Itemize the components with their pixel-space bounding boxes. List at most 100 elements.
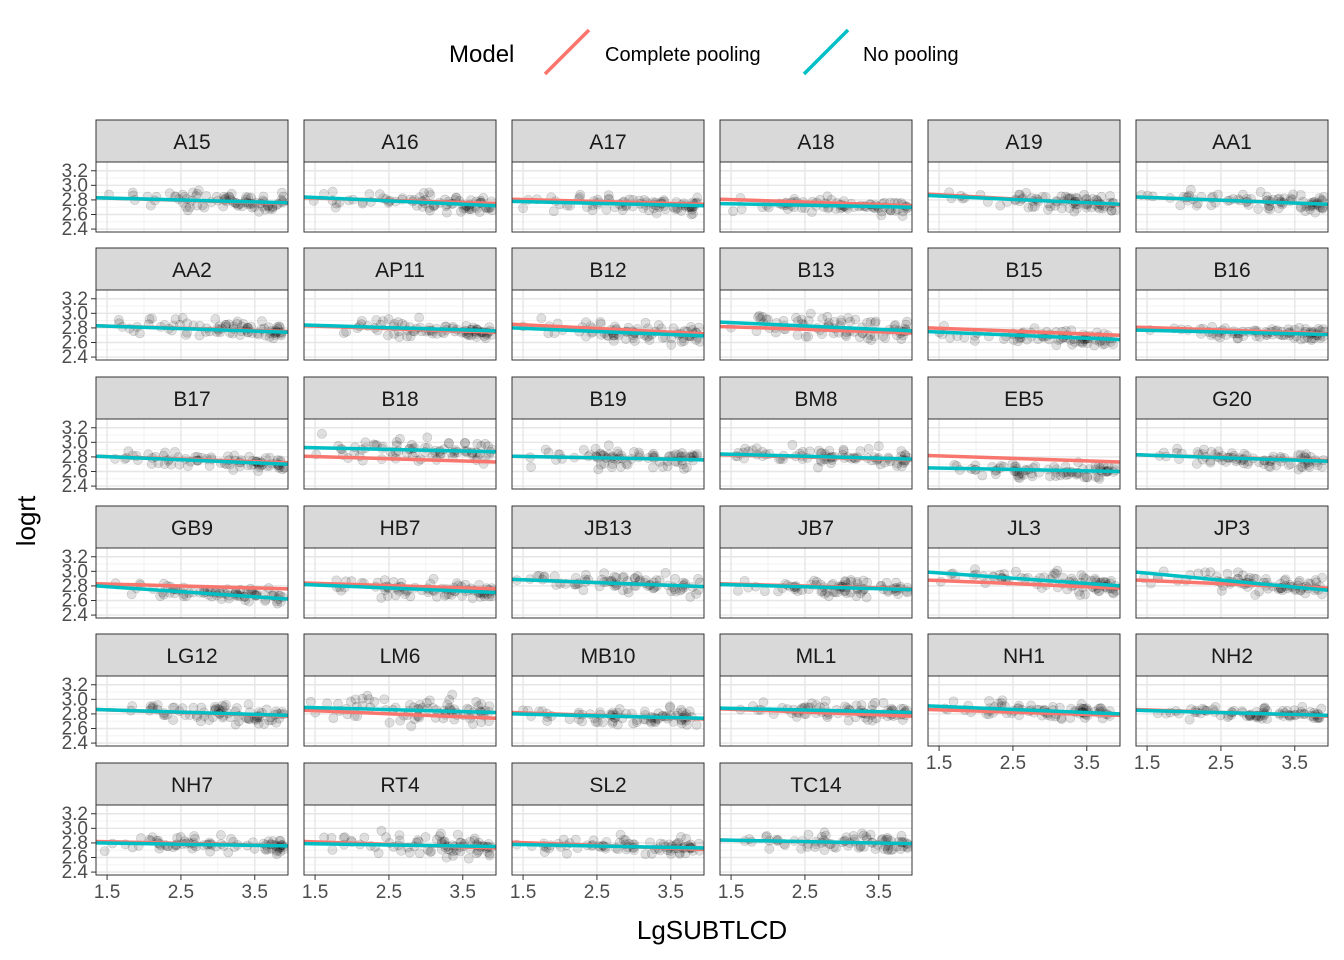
data-point <box>820 696 831 706</box>
data-point <box>1081 472 1092 483</box>
data-point <box>822 191 833 202</box>
data-point <box>1067 339 1078 350</box>
facet-panel-gb9: GB9 2.42.62.83.03.2 <box>62 505 289 626</box>
facet-strip <box>303 762 497 806</box>
panel-plot-area <box>1136 321 1328 345</box>
panel-border <box>719 547 913 619</box>
line-no-pooling <box>1136 708 1328 718</box>
data-point <box>221 700 231 710</box>
data-point <box>192 188 203 199</box>
y-tick-label: 2.4 <box>62 219 89 240</box>
data-point <box>422 432 433 443</box>
data-point <box>758 697 769 708</box>
data-point <box>691 589 702 599</box>
data-point <box>1007 458 1018 469</box>
data-point <box>653 320 664 331</box>
facet-strip-label: JL3 <box>1007 517 1041 540</box>
facet-panel-b16: B16 <box>1135 247 1329 361</box>
data-point <box>587 205 598 216</box>
facet-strip-label: B17 <box>173 388 210 411</box>
data-point <box>665 702 675 713</box>
data-point <box>447 689 458 700</box>
data-point <box>424 695 435 706</box>
data-point <box>1317 572 1328 583</box>
data-point <box>268 333 279 344</box>
facet-strip-label: JB13 <box>584 517 632 540</box>
data-point <box>1079 189 1090 200</box>
data-point <box>187 187 198 198</box>
line-no-pooling <box>928 193 1120 207</box>
data-point <box>607 462 617 472</box>
data-point <box>578 585 589 596</box>
data-point <box>145 200 156 211</box>
panel-plot-area <box>512 829 704 860</box>
facet-panel-g20: G20 <box>1135 376 1329 490</box>
data-point <box>846 575 856 585</box>
data-point <box>596 459 606 470</box>
line-no-pooling <box>928 570 1120 588</box>
facet-strip-label: AP11 <box>375 259 425 282</box>
data-point <box>1264 461 1274 472</box>
panel-plot-area <box>304 825 496 864</box>
data-point <box>819 827 830 838</box>
data-point <box>471 696 482 707</box>
data-point <box>1232 333 1243 344</box>
x-axis-title: LgSUBTLCD <box>637 915 787 945</box>
data-point <box>443 438 454 448</box>
data-point <box>609 571 620 582</box>
data-point <box>660 567 671 578</box>
data-point <box>792 330 803 341</box>
data-point <box>640 317 651 328</box>
data-point <box>803 829 814 840</box>
data-point <box>644 335 655 345</box>
data-point <box>328 713 339 724</box>
facet-strip <box>719 762 913 806</box>
data-point <box>684 706 695 717</box>
data-point <box>1184 714 1195 725</box>
data-point <box>395 715 406 726</box>
data-point <box>681 833 691 844</box>
facet-panel-aa1: AA1 <box>1135 119 1329 233</box>
facet-strip <box>95 376 289 420</box>
data-point <box>484 850 495 861</box>
y-tick-label: 3.0 <box>62 175 88 196</box>
data-point <box>1110 205 1120 215</box>
data-point <box>394 332 405 342</box>
data-point <box>444 694 455 705</box>
data-point <box>189 831 200 841</box>
data-point <box>425 205 435 216</box>
facet-strip <box>511 119 705 163</box>
data-point <box>345 696 356 707</box>
data-point <box>476 699 487 710</box>
panel-plot-area <box>512 567 704 602</box>
data-point <box>1014 473 1025 483</box>
data-point <box>1297 462 1308 472</box>
facet-panel-a18: A18 <box>719 119 913 233</box>
panel-border <box>95 289 289 361</box>
data-point <box>843 313 854 323</box>
data-point <box>858 830 869 841</box>
data-point <box>751 443 762 454</box>
facet-strip-label: A19 <box>1005 131 1042 154</box>
legend-label-complete-pooling: Complete pooling <box>605 44 761 66</box>
facet-strip <box>719 376 913 420</box>
facet-strip <box>303 119 497 163</box>
data-point <box>471 848 482 859</box>
facet-strip-label: SL2 <box>589 774 626 797</box>
data-point <box>997 695 1008 706</box>
line-complete-pooling <box>720 197 912 208</box>
data-point <box>99 846 110 857</box>
data-point <box>1051 568 1061 579</box>
panel-border <box>1135 289 1329 361</box>
line-complete-pooling <box>304 581 496 591</box>
facet-panel-aa2: AA2 2.42.62.83.03.2 <box>62 247 289 368</box>
data-point <box>870 697 880 708</box>
line-complete-pooling <box>928 326 1120 337</box>
data-point <box>820 588 830 599</box>
data-point <box>657 461 668 472</box>
line-no-pooling <box>96 841 288 848</box>
data-point <box>219 701 230 712</box>
data-point <box>677 448 687 458</box>
data-point <box>796 314 807 325</box>
data-point <box>1280 574 1291 585</box>
